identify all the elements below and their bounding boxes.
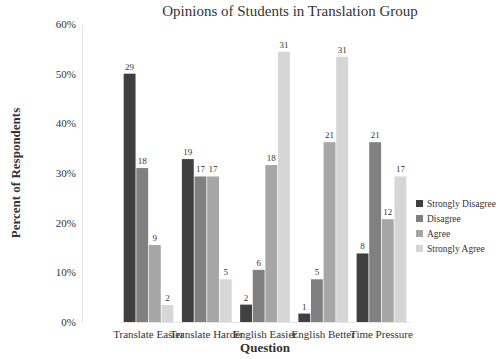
x-axis-title: Question: [240, 340, 291, 355]
y-tick-label: 30%: [56, 167, 76, 179]
y-tick-label: 50%: [56, 68, 76, 80]
legend-label: Strongly Disagree: [427, 199, 496, 209]
bar: [136, 168, 148, 322]
y-tick: 60%: [56, 18, 82, 30]
y-tick: 50%: [56, 68, 82, 80]
bar-count-label: 31: [279, 40, 288, 50]
legend: Strongly Disagree Disagree Agree Strongly A…: [416, 199, 496, 254]
bar: [124, 74, 136, 322]
y-tick-label: 20%: [56, 217, 76, 229]
bar-count-label: 19: [183, 147, 193, 157]
bar: [207, 176, 219, 322]
bars: [124, 52, 407, 322]
bar: [336, 57, 348, 322]
bar-count-label: 5: [315, 267, 320, 277]
bar: [369, 142, 381, 322]
y-tick-label: 60%: [56, 18, 76, 30]
x-axis-line: [121, 322, 411, 323]
bar-count-label: 8: [360, 241, 365, 251]
y-tick: 40%: [56, 117, 82, 129]
bar-labels: 29192181817652191718211225313117: [125, 40, 405, 312]
x-tick: English Better: [292, 322, 356, 340]
y-tick-label: 0%: [61, 316, 76, 328]
bar: [253, 270, 265, 322]
bar: [382, 219, 394, 322]
bar-count-label: 9: [153, 233, 158, 243]
legend-swatch: [416, 215, 423, 222]
bar-count-label: 17: [396, 164, 406, 174]
y-tick: 0%: [61, 316, 82, 328]
chart: Opinions of Students in Translation Grou…: [0, 0, 500, 359]
x-tick-label: English Easier: [233, 328, 297, 340]
bar: [278, 52, 290, 322]
bar: [162, 305, 174, 322]
bar: [324, 142, 336, 322]
title: Opinions of Students in Translation Grou…: [162, 3, 417, 19]
bar: [298, 314, 310, 322]
legend-label: Strongly Agree: [427, 244, 485, 254]
y-axis: 0% 10% 20% 30% 40% 50% 60%: [56, 18, 83, 328]
y-tick: 20%: [56, 217, 82, 229]
y-axis-title: Percent of Respondents: [8, 108, 23, 238]
legend-label: Disagree: [427, 214, 461, 224]
y-axis-line: [82, 25, 83, 323]
bar: [220, 279, 232, 322]
bar-count-label: 1: [302, 302, 307, 312]
legend-swatch: [416, 230, 423, 237]
x-tick: English Easier: [233, 322, 297, 340]
y-tick-label: 10%: [56, 266, 76, 278]
x-axis: Translate EasierTranslate HarderEnglish …: [113, 322, 413, 340]
bar-count-label: 2: [165, 293, 170, 303]
bar-count-label: 5: [223, 267, 228, 277]
bar-count-label: 12: [383, 207, 392, 217]
bar-count-label: 6: [256, 258, 261, 268]
bar: [265, 165, 277, 322]
bar-count-label: 29: [125, 62, 135, 72]
x-tick-label: English Better: [292, 328, 356, 340]
bar-count-label: 17: [209, 164, 219, 174]
x-tick: Time Pressure: [350, 322, 413, 340]
bar: [149, 245, 161, 322]
bar: [357, 253, 369, 322]
bar-count-label: 18: [138, 156, 148, 166]
bar-count-label: 17: [196, 164, 206, 174]
legend-swatch: [416, 200, 423, 207]
x-tick-label: Time Pressure: [350, 328, 413, 340]
bar-count-label: 18: [267, 153, 277, 163]
bar-count-label: 2: [244, 293, 249, 303]
y-tick-label: 40%: [56, 117, 76, 129]
bar-count-label: 31: [338, 45, 347, 55]
bar: [394, 176, 406, 322]
y-tick: 10%: [56, 266, 82, 278]
bar: [195, 176, 207, 322]
legend-swatch: [416, 245, 423, 252]
legend-label: Agree: [427, 229, 450, 239]
bar: [182, 159, 194, 322]
bar-count-label: 21: [325, 130, 334, 140]
bar: [311, 279, 323, 322]
bar: [240, 305, 252, 322]
y-tick: 30%: [56, 167, 82, 179]
bar-count-label: 21: [371, 130, 380, 140]
